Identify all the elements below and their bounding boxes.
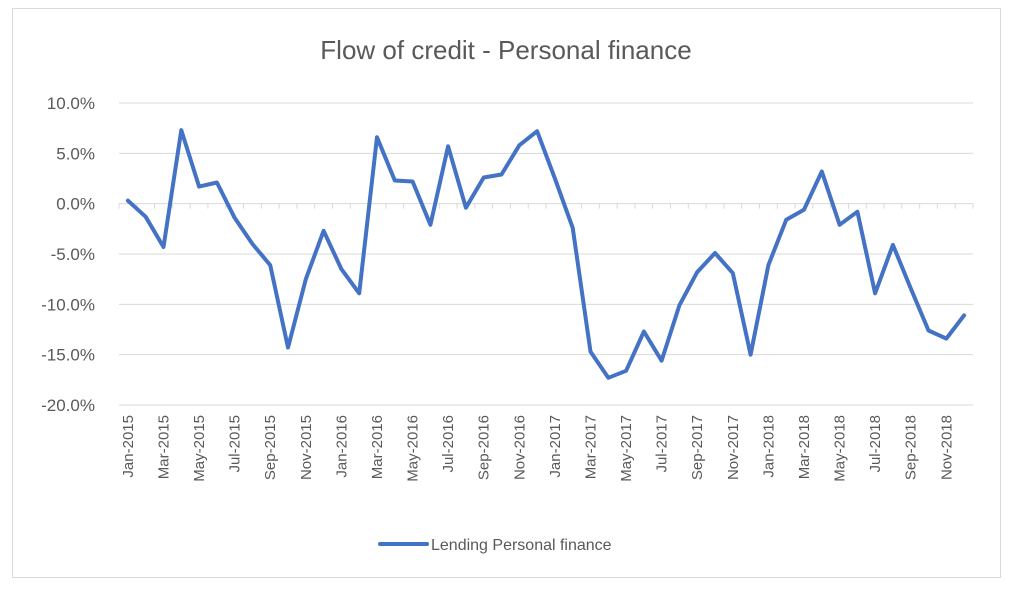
y-tick-label: -10.0% [41,295,95,314]
x-tick-label: Jan-2018 [760,415,777,478]
chart-title: Flow of credit - Personal finance [320,35,691,65]
legend: Lending Personal finance [378,537,612,554]
x-tick-label: Mar-2015 [155,415,172,479]
x-tick-label: Jul-2017 [654,415,671,473]
y-tick-label: -15.0% [41,346,95,365]
x-tick-label: Mar-2017 [582,415,599,479]
x-tick-label: Nov-2018 [938,415,955,480]
x-tick-label: Sep-2017 [689,415,706,480]
x-tick-label: Nov-2015 [298,415,315,480]
x-tick-label: Sep-2016 [476,415,493,480]
x-tick-label: Jan-2015 [120,415,137,478]
grid-lines [119,102,973,406]
y-tick-label: 5.0% [56,144,95,163]
legend-label: Lending Personal finance [431,537,612,554]
series-layer [125,128,967,380]
x-tick-label: Jul-2018 [867,415,884,473]
x-tick-label: Nov-2017 [725,415,742,480]
x-tick-label: May-2016 [405,415,422,482]
x-axis-ticks: Jan-2015 Mar-2015 May-2015 Jul-2015 Sep-2015… [118,203,974,482]
y-tick-label: 10.0% [47,94,95,113]
y-tick-label: -5.0% [51,245,95,264]
x-tick-label: Jan-2016 [333,415,350,478]
x-tick-label: Sep-2018 [903,415,920,480]
y-tick-label: -20.0% [41,396,95,415]
x-tick-label: Nov-2016 [511,415,528,480]
x-tick-label: Jan-2017 [547,415,564,478]
x-tick-label: May-2017 [618,415,635,482]
x-tick-label: Jul-2016 [440,415,457,473]
x-tick-label: Jul-2015 [227,415,244,473]
y-axis-ticks: 10.0% 5.0% 0.0% -5.0% -10.0% -15.0% -20.0% [41,94,95,415]
x-tick-label: May-2015 [191,415,208,482]
series-line [125,128,967,380]
x-tick-label: May-2018 [832,415,849,482]
x-tick-label: Mar-2018 [796,415,813,479]
x-tick-label: Sep-2015 [262,415,279,480]
x-tick-label: Mar-2016 [369,415,386,479]
y-tick-label: 0.0% [56,195,95,214]
